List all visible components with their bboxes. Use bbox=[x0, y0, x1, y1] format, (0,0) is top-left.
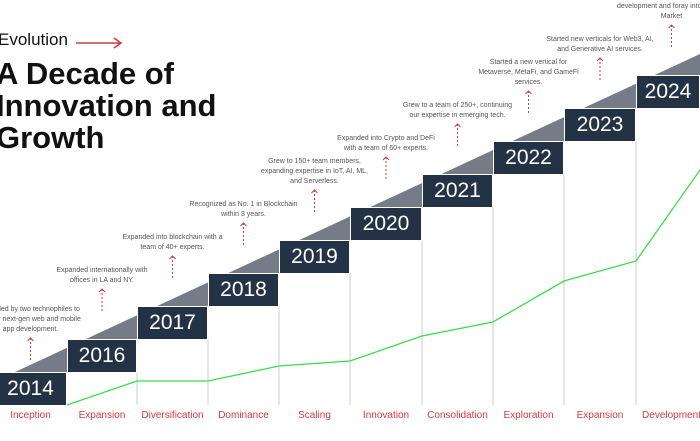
phase-label: Exploration bbox=[503, 410, 554, 421]
year-box: 2023 bbox=[564, 108, 636, 142]
growth-line bbox=[66, 169, 700, 406]
page-title: A Decade of Innovation and Growth bbox=[0, 56, 217, 155]
arrow-head bbox=[525, 90, 532, 95]
phase-label: Dominance bbox=[218, 410, 269, 421]
arrow-head bbox=[169, 255, 176, 260]
milestone-note: Expanded into Crypto and DeFi with a tea… bbox=[337, 135, 435, 152]
milestone-note: Expanded into blockchain with a team of … bbox=[122, 234, 223, 251]
year-box: 2017 bbox=[137, 306, 208, 340]
milestone-note: GPT and Web3 product development and for… bbox=[617, 3, 700, 20]
year-box: 2022 bbox=[493, 141, 564, 175]
arrow-right-icon bbox=[76, 37, 123, 49]
arrow-head bbox=[98, 288, 106, 293]
phase-label: Expansion bbox=[576, 410, 624, 421]
milestone-note: Started a new vertical for Metaverse, Me… bbox=[478, 59, 579, 86]
phase-label: Scaling bbox=[298, 410, 331, 421]
year-box: 2021 bbox=[422, 174, 493, 208]
year-box: 2016 bbox=[67, 339, 137, 373]
arrow-head bbox=[596, 57, 604, 62]
phase-label: Inception bbox=[10, 410, 51, 421]
milestone-note: Expanded internationally with offices in… bbox=[56, 267, 148, 284]
year-box: 2020 bbox=[350, 207, 422, 241]
year-box: 2024 bbox=[636, 75, 700, 109]
year-box: 2018 bbox=[208, 273, 279, 307]
eyebrow: Evolution bbox=[0, 30, 68, 49]
arrow-head bbox=[311, 189, 318, 194]
arrow-head bbox=[382, 156, 390, 161]
phase-label: Consolidation bbox=[427, 410, 488, 421]
phase-label: Expansion bbox=[78, 410, 126, 421]
arrow-head bbox=[668, 24, 675, 29]
arrow-head bbox=[27, 337, 34, 342]
milestone-note: Grew to 150+ team members, expanding exp… bbox=[260, 158, 368, 185]
year-box: 2019 bbox=[279, 240, 350, 274]
milestone-note: Recognized as No. 1 in Blockchain within… bbox=[189, 201, 298, 218]
phase-label: Development bbox=[642, 410, 700, 421]
phase-label: Diversification bbox=[141, 410, 204, 421]
arrow-head bbox=[454, 123, 461, 128]
milestone-note: Started new verticals for Web3, AI, and … bbox=[546, 36, 654, 53]
arrow-head bbox=[240, 222, 247, 227]
year-box: 2014 bbox=[0, 372, 67, 406]
phase-label: Innovation bbox=[362, 410, 410, 421]
milestone-note: Grew to a team of 250+, continuing our e… bbox=[402, 102, 513, 119]
milestone-note: Founded by two technophiles to deliver n… bbox=[0, 306, 81, 333]
